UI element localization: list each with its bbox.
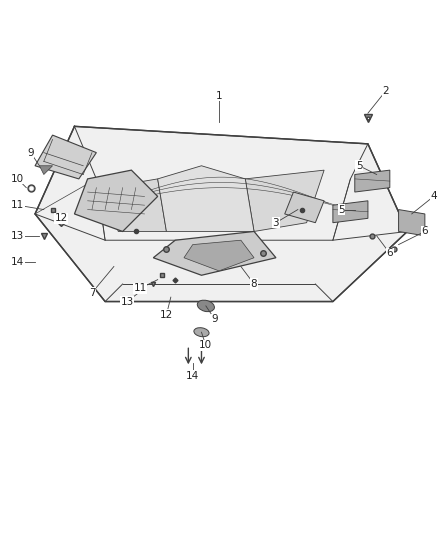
Text: 12: 12 bbox=[55, 213, 68, 223]
Polygon shape bbox=[158, 166, 254, 231]
Polygon shape bbox=[105, 179, 166, 231]
Text: 5: 5 bbox=[338, 205, 345, 215]
Polygon shape bbox=[184, 240, 254, 271]
Text: 7: 7 bbox=[88, 288, 95, 298]
Text: 6: 6 bbox=[421, 227, 428, 237]
Text: 11: 11 bbox=[11, 200, 24, 210]
Text: 13: 13 bbox=[11, 231, 24, 241]
Polygon shape bbox=[399, 209, 425, 236]
Text: 6: 6 bbox=[386, 248, 393, 259]
Polygon shape bbox=[245, 170, 324, 231]
Text: 3: 3 bbox=[272, 217, 279, 228]
Polygon shape bbox=[35, 126, 407, 302]
Text: 14: 14 bbox=[11, 257, 24, 267]
Ellipse shape bbox=[194, 328, 209, 337]
Text: 5: 5 bbox=[356, 161, 363, 171]
Text: 13: 13 bbox=[120, 296, 134, 306]
Text: 11: 11 bbox=[134, 284, 147, 293]
Text: 4: 4 bbox=[430, 191, 437, 201]
Text: 9: 9 bbox=[27, 148, 34, 158]
Polygon shape bbox=[35, 135, 96, 179]
Text: 10: 10 bbox=[199, 341, 212, 350]
Polygon shape bbox=[333, 201, 368, 223]
Text: 1: 1 bbox=[215, 91, 223, 101]
Polygon shape bbox=[39, 166, 53, 174]
Text: 2: 2 bbox=[382, 86, 389, 96]
Text: 14: 14 bbox=[186, 371, 199, 381]
Text: 12: 12 bbox=[160, 310, 173, 320]
Text: 8: 8 bbox=[251, 279, 258, 289]
Polygon shape bbox=[153, 231, 276, 275]
Text: 10: 10 bbox=[11, 174, 24, 184]
Polygon shape bbox=[74, 170, 158, 231]
Polygon shape bbox=[285, 192, 324, 223]
Text: 9: 9 bbox=[211, 314, 218, 324]
Ellipse shape bbox=[197, 300, 215, 312]
Polygon shape bbox=[355, 170, 390, 192]
